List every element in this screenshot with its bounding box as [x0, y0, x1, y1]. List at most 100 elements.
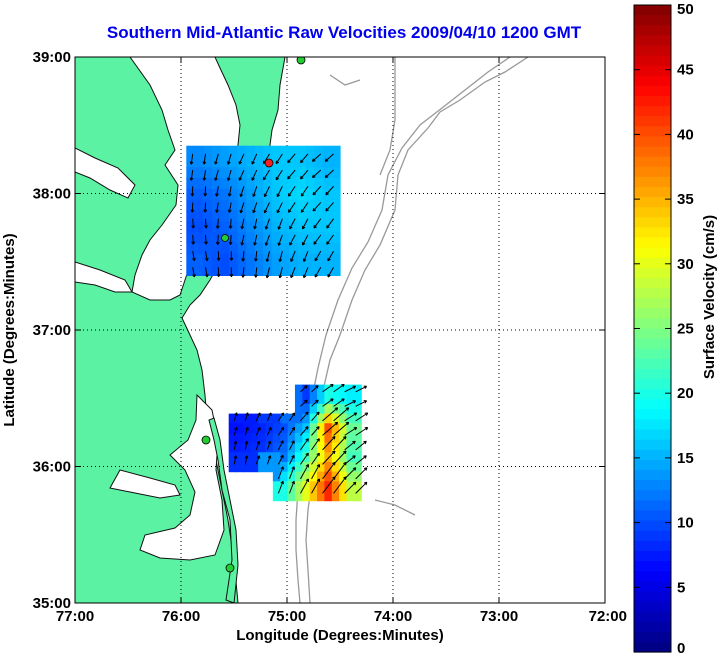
velocity-arrow	[205, 250, 208, 261]
velocity-cell	[339, 423, 348, 434]
velocity-arrowhead	[334, 407, 339, 411]
velocity-arrowhead	[263, 209, 268, 214]
velocity-arrow	[227, 169, 232, 181]
velocity-arrowhead	[276, 209, 281, 214]
velocity-cell	[236, 423, 245, 434]
velocity-arrow	[255, 267, 258, 278]
velocity-cell	[194, 242, 204, 255]
velocity-arrow	[322, 476, 336, 494]
velocity-arrowhead	[262, 176, 267, 181]
velocity-arrowhead	[234, 426, 238, 431]
radar-site-marker	[221, 234, 229, 242]
velocity-cell	[314, 210, 324, 222]
velocity-arrow	[355, 440, 367, 451]
velocity-cell	[287, 471, 296, 482]
velocity-arrowhead	[280, 426, 285, 431]
velocity-arrowhead	[214, 161, 218, 165]
velocity-arrow	[244, 455, 248, 465]
velocity-arrow	[288, 440, 295, 451]
velocity-arrow	[322, 398, 334, 407]
colorbar-band	[634, 106, 671, 117]
radar-site-marker	[201, 435, 211, 445]
velocity-cell	[194, 156, 204, 168]
velocity-cell	[228, 452, 237, 463]
colorbar-band	[634, 328, 671, 340]
velocity-arrowhead	[204, 225, 208, 229]
chart-title: Southern Mid-Atlantic Raw Velocities 200…	[107, 23, 582, 42]
velocity-cell	[228, 199, 239, 212]
colorbar-band	[634, 540, 671, 552]
velocity-cell	[322, 199, 333, 212]
velocity-cell	[280, 413, 289, 424]
velocity-cell	[246, 156, 256, 168]
velocity-cell	[280, 156, 290, 168]
velocity-cell	[280, 423, 289, 434]
x-tick-label: 73:00	[480, 608, 518, 625]
velocity-arrowhead	[275, 176, 280, 181]
velocity-arrowhead	[254, 258, 258, 262]
velocity-cell	[346, 394, 355, 405]
velocity-cell	[294, 471, 303, 482]
velocity-arrow	[311, 478, 320, 494]
velocity-cell	[186, 253, 196, 266]
velocity-arrow	[333, 476, 347, 494]
velocity-arrow	[265, 234, 271, 246]
velocity-arrowhead	[325, 191, 329, 196]
velocity-cell	[186, 210, 196, 222]
velocity-arrowhead	[229, 257, 234, 261]
velocity-arrowhead	[290, 258, 294, 262]
velocity-arrow	[300, 153, 309, 164]
velocity-arrowhead	[305, 426, 309, 430]
velocity-arrow	[244, 441, 248, 450]
velocity-arrowhead	[363, 440, 367, 445]
velocity-arrow	[228, 186, 232, 197]
velocity-arrow	[277, 427, 284, 436]
velocity-arrowhead	[341, 383, 345, 388]
colorbar-band	[634, 439, 671, 451]
velocity-arrow	[311, 452, 320, 465]
colorbar-band	[634, 35, 671, 47]
velocity-cell	[294, 490, 303, 502]
velocity-arrow	[251, 169, 258, 181]
velocity-cell	[288, 145, 298, 158]
velocity-arrow	[190, 169, 194, 181]
velocity-cell	[194, 232, 204, 244]
y-tick-label: 38:00	[33, 186, 71, 203]
velocity-arrow	[203, 169, 207, 181]
velocity-cell	[254, 221, 264, 233]
velocity-cell	[237, 178, 247, 190]
velocity-arrowhead	[330, 383, 334, 388]
velocity-arrowhead	[352, 481, 357, 486]
velocity-arrow	[344, 481, 357, 494]
colorbar-band	[634, 571, 671, 582]
colorbar-band	[634, 126, 671, 138]
colorbar-tick-label: 50	[677, 1, 694, 18]
velocity-cell	[280, 178, 290, 190]
colorbar-band	[634, 45, 671, 57]
velocity-cell	[317, 442, 325, 453]
velocity-cell	[317, 423, 325, 434]
velocity-arrow	[300, 411, 309, 422]
velocity-cell	[297, 242, 307, 255]
velocity-arrow	[344, 427, 357, 436]
velocity-cell	[186, 188, 196, 201]
velocity-arrowhead	[268, 412, 272, 416]
velocity-cell	[302, 432, 311, 444]
velocity-cell	[228, 423, 237, 434]
velocity-arrowhead	[233, 440, 238, 445]
colorbar-band	[634, 186, 671, 198]
velocity-arrowhead	[345, 407, 350, 411]
velocity-arrow	[311, 399, 319, 407]
velocity-arrow	[266, 427, 272, 436]
velocity-arrow	[244, 427, 249, 436]
velocity-cell	[272, 471, 281, 482]
velocity-arrowhead	[215, 209, 219, 213]
velocity-cell	[331, 264, 341, 276]
velocity-arrowhead	[256, 455, 261, 459]
x-axis-ticks: 77:00 76:00 75:00 74:00 73:00 72:00	[56, 57, 627, 625]
velocity-arrow	[303, 267, 309, 278]
velocity-cell	[309, 432, 318, 444]
velocity-cell	[288, 221, 298, 233]
velocity-cell	[314, 221, 324, 233]
